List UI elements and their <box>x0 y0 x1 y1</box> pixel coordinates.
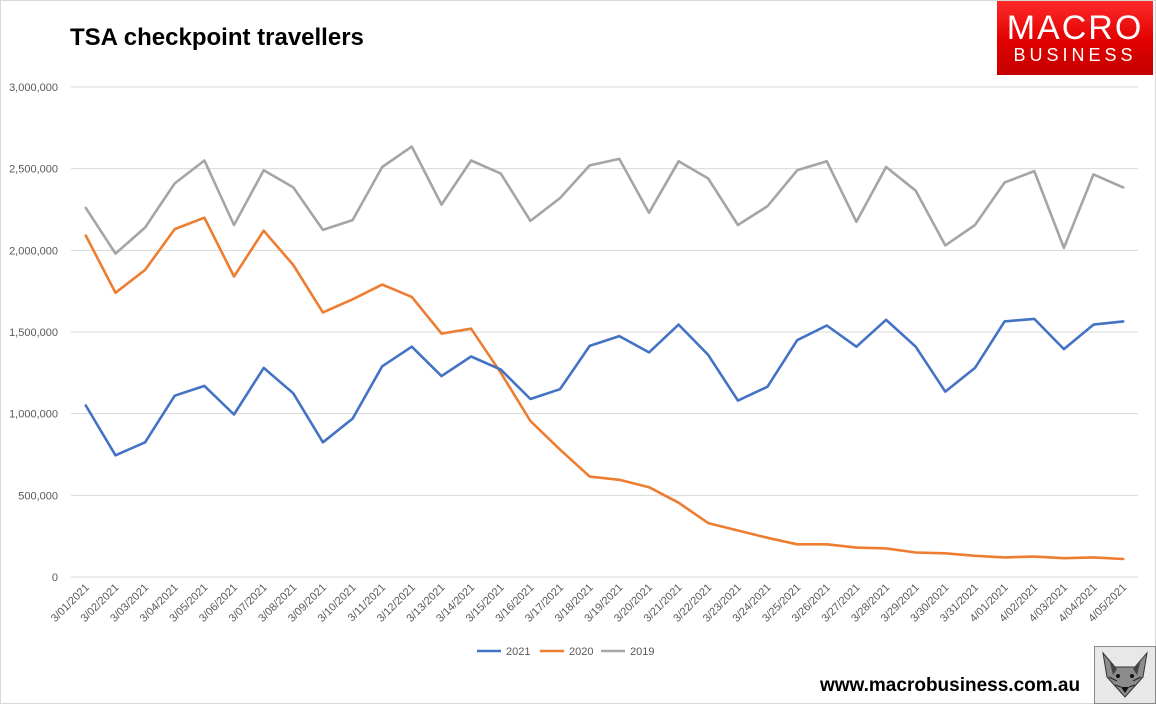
y-tick-label: 500,000 <box>18 490 58 502</box>
y-tick-label: 1,500,000 <box>9 327 58 339</box>
fox-logo-image <box>1094 646 1156 704</box>
fox-icon <box>1095 647 1155 703</box>
macrobusiness-logo: MACRO BUSINESS <box>997 1 1153 75</box>
legend-label-2019: 2019 <box>630 646 654 658</box>
logo-line1: MACRO <box>1006 9 1144 47</box>
legend-label-2020: 2020 <box>569 646 593 658</box>
series-line-2019 <box>84 145 1125 255</box>
y-tick-label: 2,500,000 <box>9 164 58 176</box>
chart-title: TSA checkpoint travellers <box>70 24 364 51</box>
y-tick-label: 1,000,000 <box>9 409 58 421</box>
y-tick-label: 2,000,000 <box>9 245 58 257</box>
series-line-2021 <box>84 317 1125 457</box>
logo-line2: BUSINESS <box>1013 45 1137 65</box>
y-tick-label: 3,000,000 <box>9 82 58 94</box>
website-footer: www.macrobusiness.com.au <box>820 675 1081 696</box>
legend-label-2021: 2021 <box>506 646 530 658</box>
series-line-2020 <box>84 216 1125 561</box>
y-tick-label: 0 <box>52 572 58 584</box>
